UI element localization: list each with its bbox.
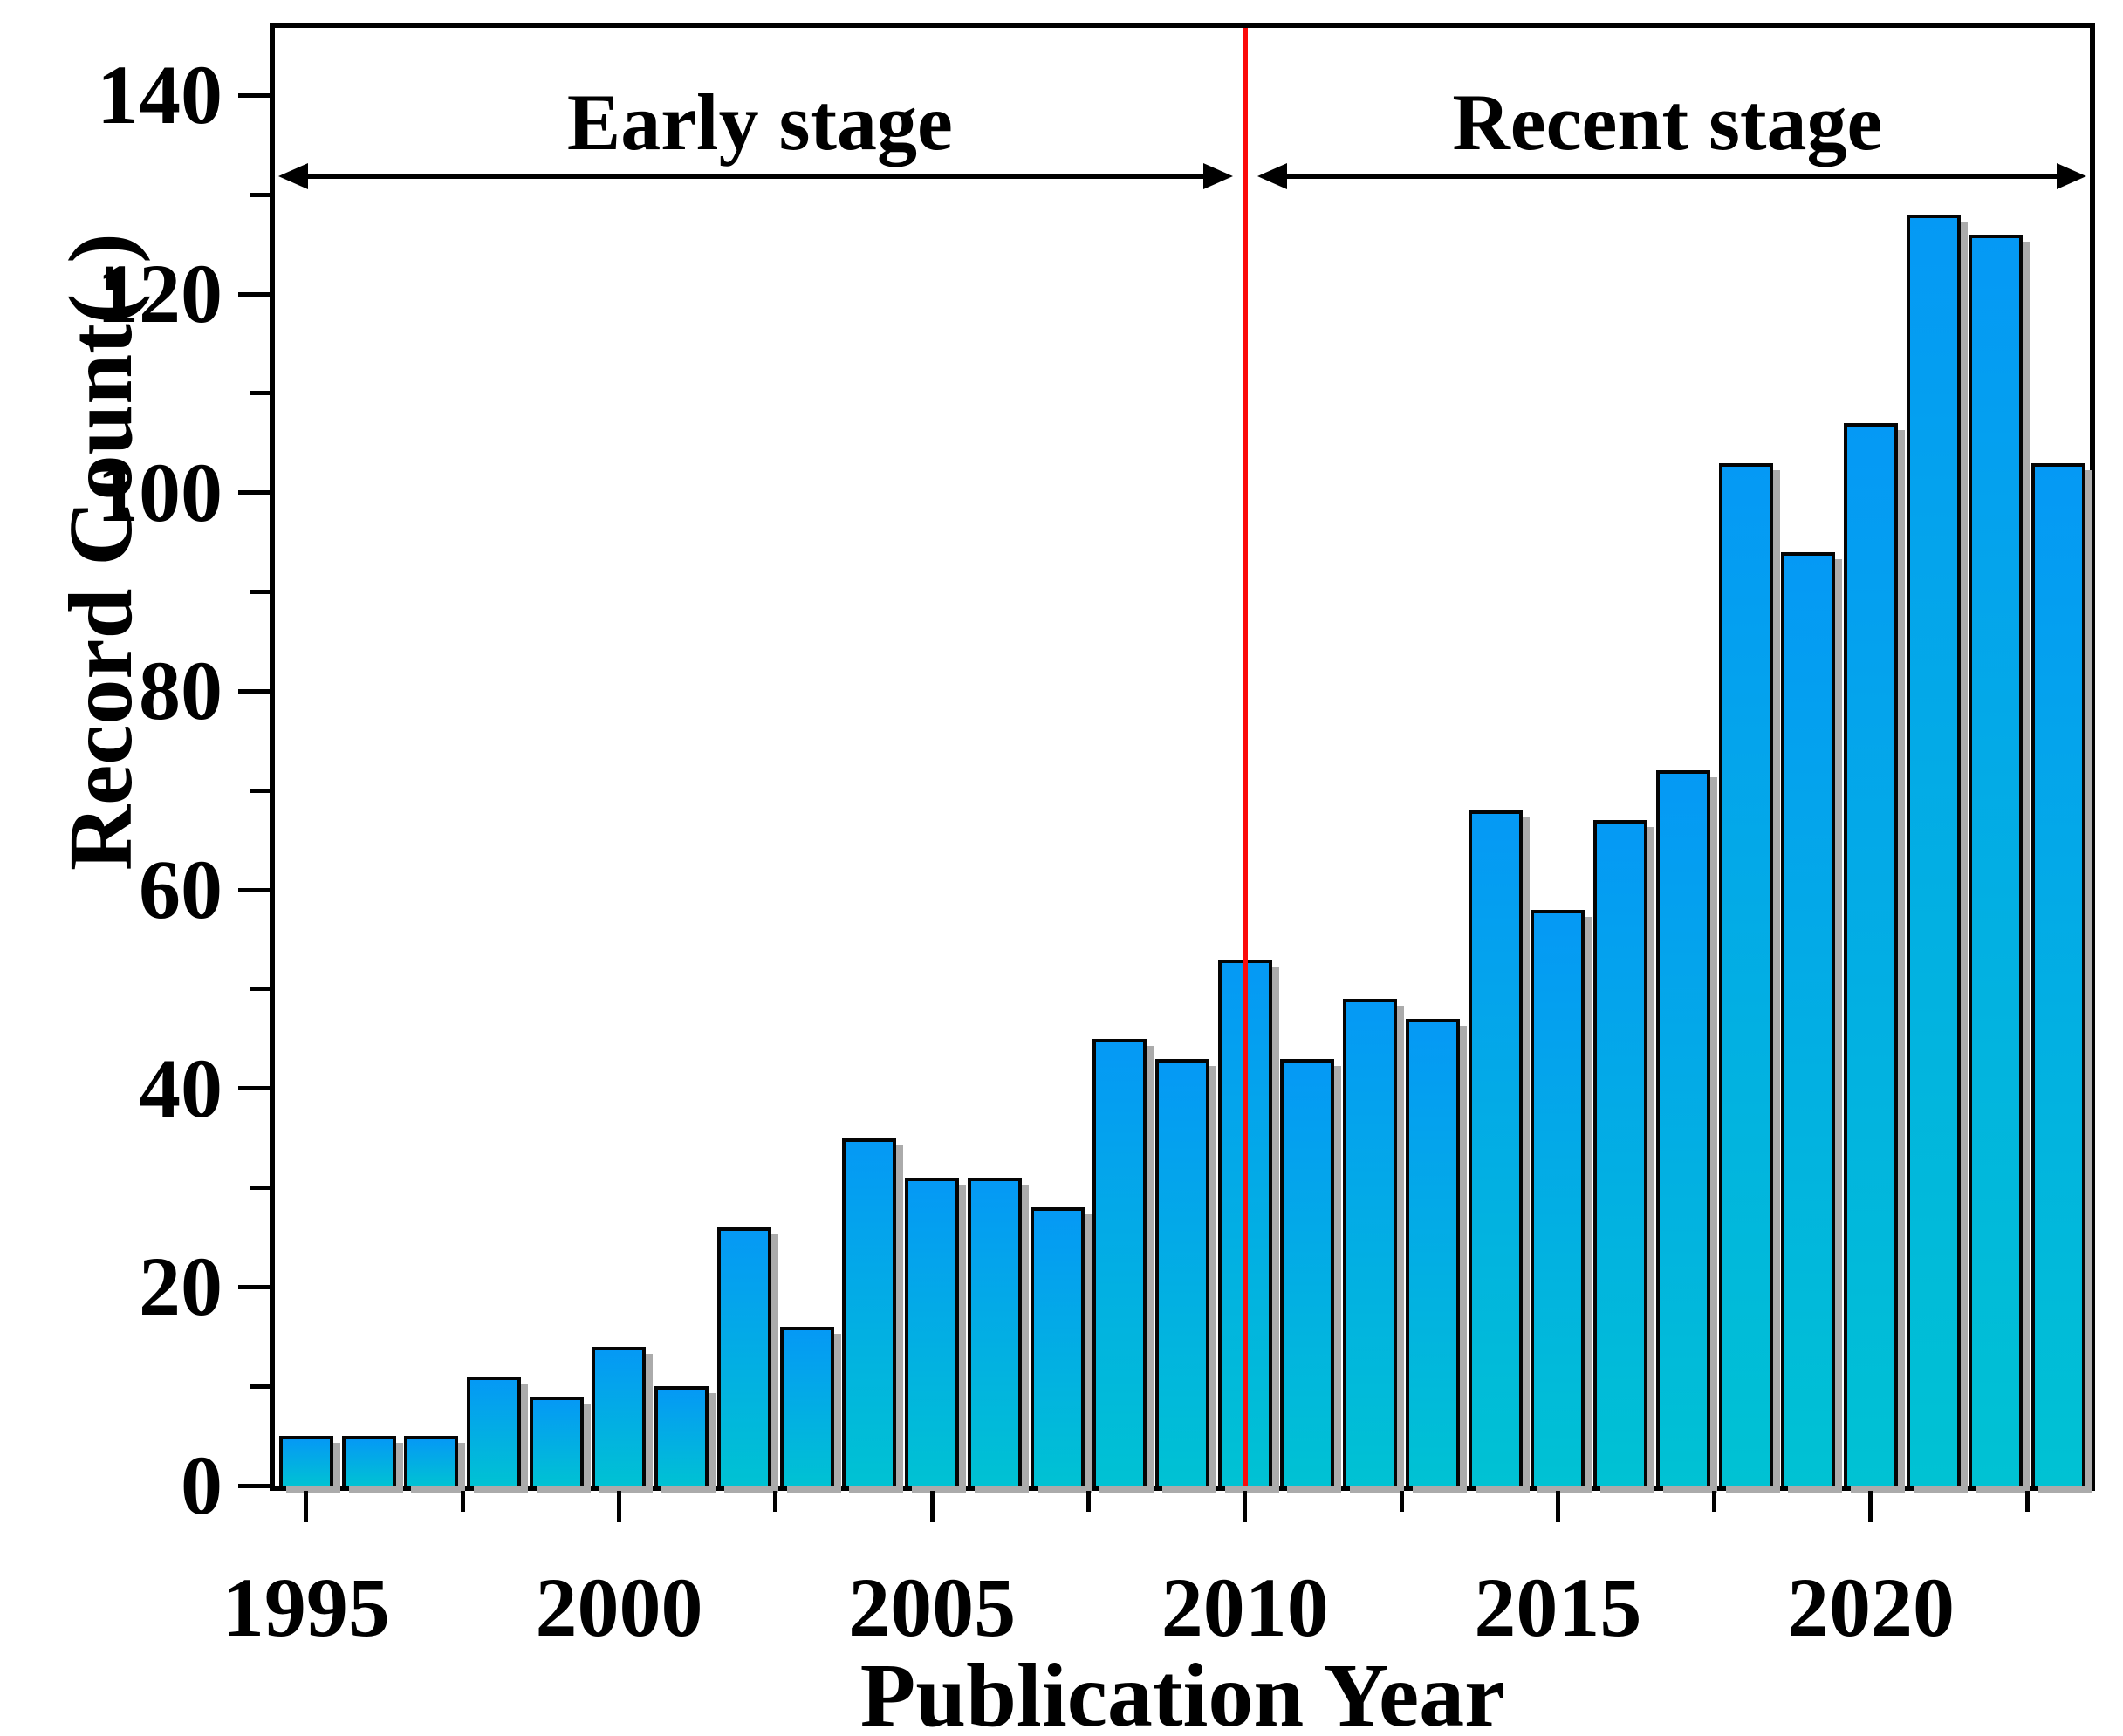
- plot-area: 0 20 40 60 80 100 120 140 1995 2000 2005 2010 2015 20…: [97, 23, 2095, 1650]
- y-tick-label: 40: [139, 1041, 223, 1135]
- y-tick-label: 140: [97, 48, 223, 142]
- bar-1996: [341, 1436, 396, 1486]
- arrowhead-right-icon: [2057, 163, 2086, 189]
- bar-2020: [1843, 423, 1898, 1486]
- bar-2017: [1655, 770, 1710, 1486]
- x-major-tick: [1555, 1491, 1560, 1522]
- arrowhead-right-icon: [1202, 163, 1233, 189]
- x-tick-label: 2015: [1474, 1561, 1642, 1654]
- x-major-tick: [616, 1491, 621, 1522]
- bar-2006: [967, 1178, 1022, 1486]
- x-tick-label: 1995: [222, 1561, 390, 1654]
- early-stage-label: Early stage: [566, 78, 953, 167]
- bar-2007: [1030, 1207, 1085, 1486]
- y-tick-label: 20: [139, 1240, 223, 1334]
- y-tick-label: 120: [97, 247, 223, 341]
- x-minor-tick: [1399, 1491, 1404, 1512]
- y-tick-label: 100: [97, 445, 223, 539]
- bar-2021: [1906, 215, 1961, 1486]
- x-tick-label: 2010: [1161, 1561, 1329, 1654]
- y-minor-tick: [250, 1384, 270, 1389]
- x-minor-tick: [460, 1491, 465, 1512]
- y-major-tick: [238, 887, 270, 892]
- y-minor-tick: [250, 1186, 270, 1190]
- y-major-tick: [238, 291, 270, 297]
- x-minor-tick: [773, 1491, 778, 1512]
- bar-2014: [1468, 810, 1523, 1486]
- bar-2005: [905, 1178, 960, 1486]
- bar-1997: [404, 1436, 459, 1486]
- y-major-tick: [238, 1284, 270, 1289]
- x-tick-label: 2005: [848, 1561, 1017, 1654]
- y-minor-tick: [250, 192, 270, 197]
- y-major-tick: [238, 490, 270, 496]
- y-minor-tick: [250, 987, 270, 992]
- x-minor-tick: [1712, 1491, 1717, 1512]
- bar-2012: [1343, 999, 1398, 1486]
- y-major-tick: [238, 1483, 270, 1488]
- y-major-tick: [238, 1086, 270, 1091]
- arrowhead-left-icon: [1257, 163, 1287, 189]
- bar-2004: [842, 1138, 897, 1486]
- bar-2019: [1781, 552, 1836, 1486]
- bar-2013: [1405, 1019, 1460, 1486]
- arrow-line: [303, 174, 1209, 179]
- y-tick-label: 60: [139, 843, 223, 937]
- x-tick-label: 2020: [1786, 1561, 1955, 1654]
- y-minor-tick: [250, 590, 270, 595]
- bar-2000: [592, 1347, 647, 1486]
- bar-2018: [1718, 463, 1773, 1486]
- recent-stage-label: Recent stage: [1452, 78, 1883, 167]
- y-tick-label: 80: [139, 644, 223, 738]
- bar-2011: [1280, 1059, 1335, 1486]
- x-major-tick: [1868, 1491, 1873, 1522]
- x-minor-tick: [1085, 1491, 1091, 1512]
- bar-2015: [1531, 910, 1585, 1486]
- x-tick-label: 2000: [535, 1561, 703, 1654]
- bar-1998: [467, 1377, 522, 1486]
- bar-2003: [779, 1327, 834, 1486]
- bar-2022: [1969, 235, 2024, 1486]
- bar-2008: [1092, 1039, 1147, 1486]
- bar-2016: [1593, 820, 1648, 1486]
- x-axis-title: Publication Year: [859, 1645, 1505, 1736]
- y-minor-tick: [250, 788, 270, 793]
- bar-2002: [716, 1227, 771, 1486]
- x-major-tick: [929, 1491, 935, 1522]
- bar-1999: [529, 1397, 584, 1486]
- stage-divider-line: [1242, 28, 1248, 1486]
- bar-2023: [2031, 463, 2086, 1486]
- bar-2009: [1155, 1059, 1209, 1486]
- y-major-tick: [238, 688, 270, 694]
- bar-2001: [654, 1386, 709, 1486]
- bar-1995: [278, 1436, 333, 1486]
- y-minor-tick: [250, 391, 270, 396]
- x-major-tick: [304, 1491, 309, 1522]
- y-major-tick: [238, 92, 270, 98]
- arrowhead-left-icon: [278, 163, 308, 189]
- y-tick-label: 0: [181, 1439, 223, 1532]
- x-major-tick: [1243, 1491, 1248, 1522]
- x-minor-tick: [2024, 1491, 2030, 1512]
- arrow-line: [1281, 174, 2062, 179]
